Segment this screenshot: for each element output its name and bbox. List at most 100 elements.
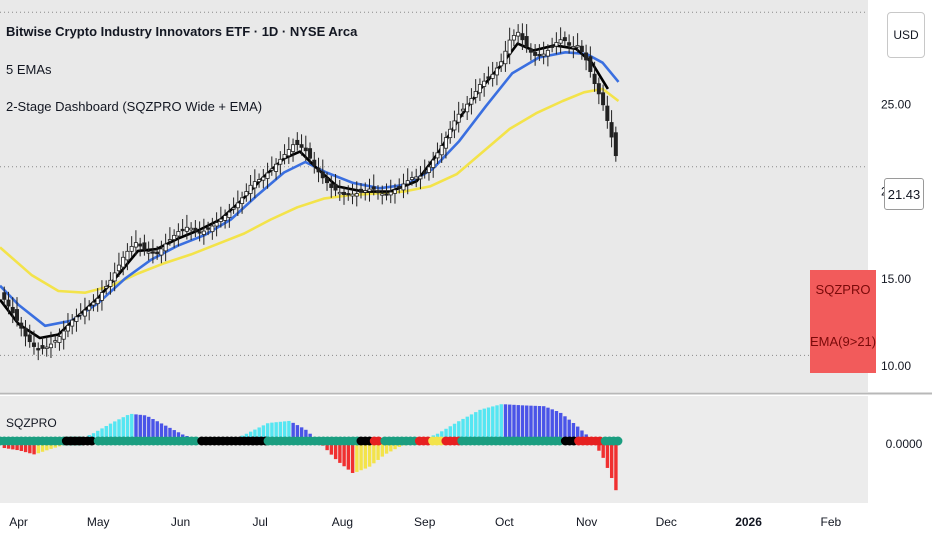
candle-body (571, 46, 576, 49)
histogram-bar (525, 405, 529, 444)
candle-body (244, 191, 249, 197)
time-axis-label: 2026 (735, 515, 762, 529)
histogram-bar (601, 444, 605, 458)
candle-body (184, 226, 189, 232)
candle-body (129, 246, 134, 252)
indicator-dashboard-label[interactable]: 2-Stage Dashboard (SQZPRO Wide + EMA) (6, 99, 263, 114)
candle-body (575, 45, 580, 48)
histogram-bar (108, 423, 113, 444)
candle-body (91, 301, 96, 306)
histogram-bar (384, 444, 389, 454)
histogram-bar (367, 444, 372, 467)
candle-body (291, 144, 296, 152)
indicator-ema-label[interactable]: 5 EMAs (6, 62, 52, 77)
histogram-bar (125, 415, 130, 444)
histogram-bar (474, 412, 478, 444)
candle-body (409, 177, 414, 180)
candle-body (503, 50, 508, 65)
histogram-bar (533, 405, 537, 444)
candle-body (435, 152, 440, 159)
candle-body (172, 234, 177, 240)
time-axis-label: Dec (656, 515, 677, 529)
candle-body (520, 33, 525, 41)
candle-body (486, 76, 491, 79)
oscillator-label[interactable]: SQZPRO (6, 416, 57, 430)
histogram-bar (359, 444, 363, 471)
candle-body (214, 222, 219, 227)
histogram-bar (32, 444, 36, 455)
candle-body (286, 149, 291, 157)
candle-body (499, 61, 504, 67)
candle-body (155, 251, 160, 255)
time-axis-label: May (87, 515, 110, 529)
candle-body (6, 299, 11, 307)
candle-body (104, 286, 109, 289)
candle-body (426, 166, 431, 173)
candle-body (401, 183, 406, 191)
histogram-bar (53, 444, 58, 448)
candle-body (601, 92, 606, 106)
histogram-bar (461, 418, 465, 444)
candle-body (23, 327, 28, 337)
candle-body (2, 292, 7, 300)
candle-body (359, 188, 364, 193)
candle-body (14, 309, 19, 321)
candle-body (180, 228, 185, 232)
histogram-bar (164, 425, 168, 444)
candle-body (431, 159, 436, 168)
oscillator-zero-label: 0.0000 (886, 437, 923, 451)
histogram-bar (576, 426, 580, 444)
candle-body (65, 325, 70, 332)
candle-body (316, 167, 321, 173)
candle-body (596, 83, 601, 95)
candle-body (465, 103, 470, 113)
candle-body (53, 340, 58, 343)
candle-body (609, 122, 614, 138)
candle-body (19, 322, 24, 329)
candle-body (422, 171, 427, 174)
candle-body (167, 239, 172, 242)
currency-button[interactable]: USD (887, 12, 925, 58)
histogram-bar (100, 428, 104, 444)
candle-body (579, 45, 584, 52)
histogram-bar (338, 444, 342, 463)
candle-body (159, 248, 164, 256)
time-axis-bg (0, 503, 868, 550)
dashboard-ema-label: EMA(9>21) (810, 334, 877, 349)
candle-body (333, 183, 338, 191)
histogram-bar (444, 428, 448, 444)
candle-body (235, 202, 240, 209)
candle-body (554, 42, 559, 47)
candle-body (418, 175, 423, 180)
candle-body (320, 171, 325, 179)
histogram-bar (520, 405, 525, 444)
candle-body (82, 309, 87, 317)
candle-body (138, 243, 143, 247)
histogram-bar (23, 444, 28, 453)
candle-body (36, 348, 41, 351)
candle-body (121, 256, 126, 268)
candle-body (388, 191, 393, 196)
histogram-bar (516, 405, 520, 444)
candle-body (342, 191, 347, 195)
histogram-bar (537, 406, 542, 444)
candle-body (350, 193, 355, 197)
histogram-bar (465, 416, 469, 444)
candle-body (99, 292, 104, 301)
candle-body (27, 334, 32, 343)
histogram-bar (28, 444, 32, 454)
candle-body (592, 73, 597, 85)
histogram-bar (482, 408, 486, 444)
candle-body (354, 193, 359, 197)
candle-body (206, 227, 211, 230)
oscillator-pane-bg (0, 396, 868, 503)
time-axis-label: Jul (252, 515, 267, 529)
time-axis-label: Jun (171, 515, 190, 529)
candle-body (494, 67, 499, 76)
histogram-bar (261, 425, 266, 444)
candle-body (40, 345, 45, 349)
histogram-bar (597, 444, 601, 451)
candle-body (371, 186, 376, 190)
histogram-bar (491, 406, 495, 444)
histogram-bar (542, 406, 546, 444)
